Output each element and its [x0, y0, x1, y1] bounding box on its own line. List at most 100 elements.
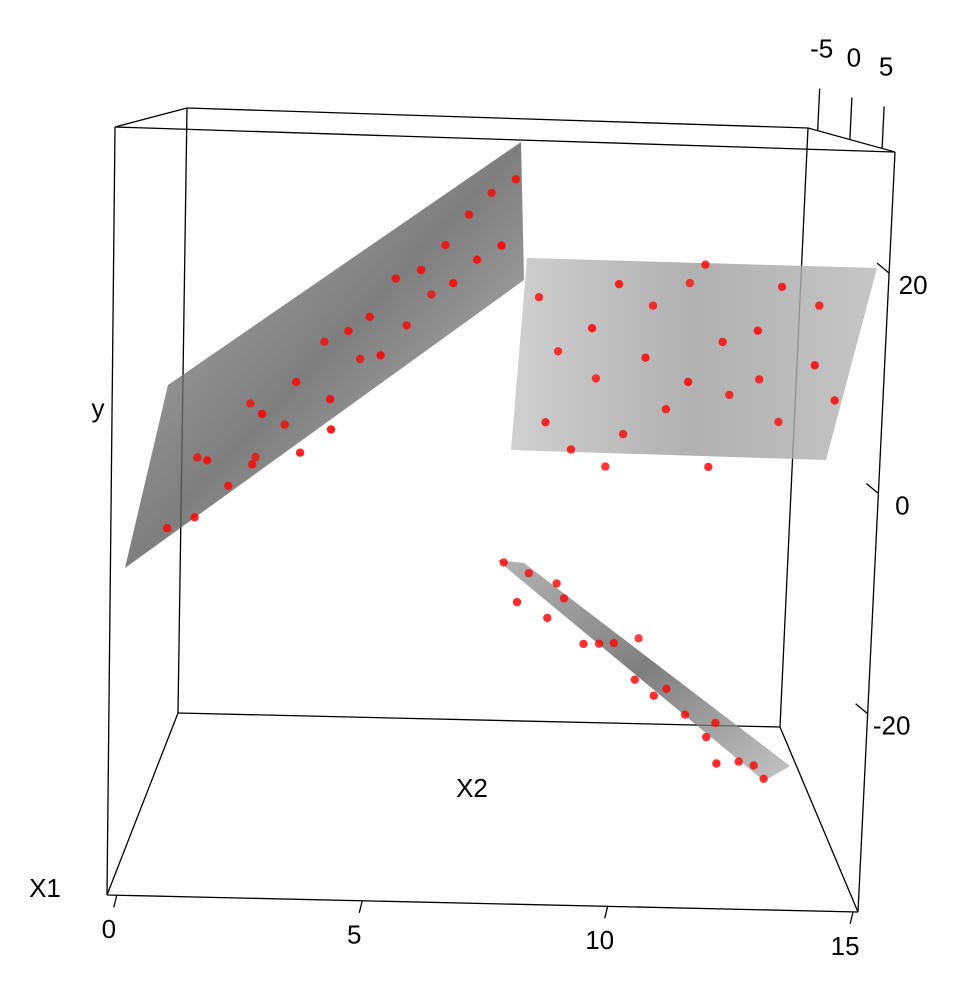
- point: [648, 301, 658, 310]
- point: [718, 337, 727, 347]
- z-tick: [817, 88, 821, 131]
- x-tick-label: 0: [102, 914, 116, 944]
- point: [248, 460, 257, 469]
- fit-plane: [125, 142, 524, 568]
- y-tick: [876, 262, 890, 274]
- point: [553, 347, 563, 356]
- x-tick-label: 10: [585, 925, 614, 955]
- point: [190, 513, 199, 522]
- point: [162, 524, 172, 533]
- point: [497, 241, 506, 250]
- point: [325, 395, 335, 404]
- z-tick: [881, 106, 885, 149]
- box-edge: [857, 151, 896, 913]
- point: [499, 558, 508, 567]
- point: [649, 691, 658, 700]
- y-tick: [855, 703, 869, 715]
- point: [594, 639, 604, 648]
- z-axis-label: X2: [456, 773, 488, 803]
- point: [427, 290, 436, 299]
- point: [661, 405, 671, 414]
- point: [355, 354, 365, 364]
- box-edge: [186, 107, 809, 129]
- point: [749, 761, 758, 770]
- point: [365, 312, 374, 321]
- point: [566, 445, 576, 454]
- point: [511, 175, 521, 184]
- point: [630, 675, 639, 684]
- point: [320, 337, 329, 346]
- point: [541, 418, 550, 427]
- point: [280, 420, 289, 429]
- point: [755, 375, 764, 384]
- x-tick: [113, 895, 118, 908]
- z-tick: [849, 97, 853, 140]
- point: [295, 448, 305, 457]
- x-tick: [849, 911, 854, 925]
- point: [702, 732, 711, 742]
- x-tick-label: 15: [831, 931, 860, 961]
- point: [759, 774, 768, 783]
- point: [376, 351, 385, 360]
- point: [601, 462, 610, 471]
- z-tick-label: -5: [810, 34, 833, 64]
- x-tick-label: 5: [347, 920, 361, 950]
- x-tick: [604, 906, 609, 919]
- point: [524, 569, 533, 578]
- point: [193, 453, 202, 462]
- point: [753, 326, 762, 335]
- point: [449, 279, 458, 288]
- point: [704, 462, 713, 472]
- point: [246, 399, 255, 408]
- y-tick: [865, 482, 879, 494]
- z-tick-label: 0: [847, 42, 861, 72]
- x-axis-label: X1: [29, 873, 61, 903]
- point: [725, 390, 734, 400]
- point: [618, 429, 628, 439]
- point: [402, 321, 411, 330]
- box-edge: [807, 127, 896, 153]
- point: [441, 240, 450, 250]
- y-tick-label: 20: [899, 270, 928, 300]
- point: [552, 579, 561, 588]
- point: [257, 409, 267, 419]
- point: [830, 396, 839, 405]
- fit-plane: [511, 258, 877, 460]
- y-tick-label: -20: [873, 711, 911, 741]
- point: [634, 634, 643, 643]
- x-tick: [358, 900, 363, 913]
- box-edge: [114, 126, 896, 153]
- point: [641, 353, 650, 362]
- point: [815, 301, 824, 310]
- fit-plane: [497, 560, 790, 781]
- point: [774, 417, 783, 427]
- point: [810, 361, 819, 370]
- point: [591, 374, 601, 383]
- point: [712, 759, 721, 768]
- point: [326, 425, 336, 434]
- point: [534, 293, 544, 302]
- point: [685, 278, 695, 288]
- point: [777, 282, 787, 292]
- point: [543, 613, 552, 623]
- point: [224, 481, 233, 490]
- point: [587, 324, 597, 333]
- point: [711, 718, 720, 728]
- box-edge: [779, 726, 859, 913]
- point: [614, 279, 624, 289]
- point: [391, 274, 400, 283]
- point: [203, 456, 212, 465]
- point: [472, 255, 482, 264]
- point: [609, 638, 619, 648]
- points: [162, 175, 839, 783]
- point: [251, 452, 260, 462]
- box-edge: [106, 126, 116, 896]
- point: [701, 260, 710, 269]
- y-tick-label: 0: [895, 490, 909, 520]
- point: [579, 639, 588, 649]
- z-tick-label: 5: [879, 51, 893, 81]
- point: [683, 377, 693, 387]
- point: [662, 684, 671, 693]
